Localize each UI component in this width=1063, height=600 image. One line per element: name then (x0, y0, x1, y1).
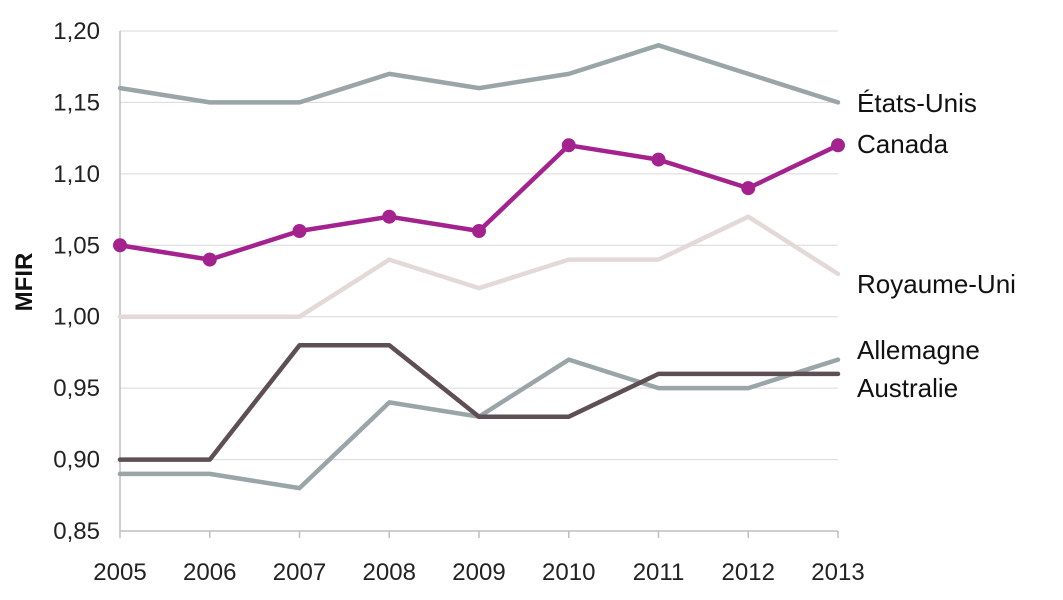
data-point-canada (561, 138, 576, 153)
data-point-canada (651, 152, 666, 167)
gridlines (120, 30, 838, 461)
series-line-australie (117, 343, 841, 462)
data-point-canada (202, 252, 217, 267)
series-line-etats-unis (117, 43, 841, 105)
series-label-royaume-uni: Royaume-Uni (857, 269, 1016, 299)
x-tick-label: 2011 (633, 559, 685, 586)
x-tick-label: 2013 (811, 559, 864, 586)
y-tick-label: 1,05 (53, 232, 100, 259)
data-point-canada (741, 181, 756, 196)
x-tick-label: 2006 (183, 559, 236, 586)
data-point-canada (831, 138, 845, 153)
y-tick-label: 1,15 (53, 89, 100, 116)
y-axis-title: MFIR (11, 253, 38, 312)
data-point-canada (472, 224, 486, 238)
y-tick-label: 0,90 (53, 447, 100, 474)
x-tick-label: 2012 (722, 559, 775, 586)
series-labels: États-Unis Canada Royaume-Uni Allemagne Aust… (857, 88, 1016, 403)
series-label-australie: Australie (857, 373, 958, 403)
series-markers (113, 138, 845, 267)
series-label-canada: Canada (857, 129, 949, 159)
y-tick-label: 0,95 (53, 375, 100, 402)
x-tick-label: 2010 (542, 559, 595, 586)
data-point-canada (292, 224, 307, 238)
x-tick-label: 2008 (363, 559, 416, 586)
series-line-allemagne (117, 357, 841, 491)
axes: 0,85 0,90 0,95 1,00 1,05 1,10 1,15 1,20 2005 2006… (53, 18, 864, 586)
y-tick-label: 1,20 (53, 18, 100, 45)
x-tick-label: 2007 (273, 559, 326, 586)
y-tick-label: 0,85 (53, 518, 100, 545)
x-tick-label: 2009 (452, 559, 505, 586)
y-tick-label: 1,10 (53, 161, 100, 188)
series-line-canada (117, 143, 841, 262)
series-label-etats-unis: États-Unis (857, 88, 977, 118)
x-tick-label: 2005 (93, 559, 146, 586)
series-label-allemagne: Allemagne (857, 335, 980, 365)
data-point-canada (382, 209, 397, 224)
y-tick-label: 1,00 (53, 304, 100, 331)
data-point-canada (113, 238, 127, 253)
series-lines (117, 43, 841, 491)
series-line-royaume-uni (117, 214, 841, 319)
